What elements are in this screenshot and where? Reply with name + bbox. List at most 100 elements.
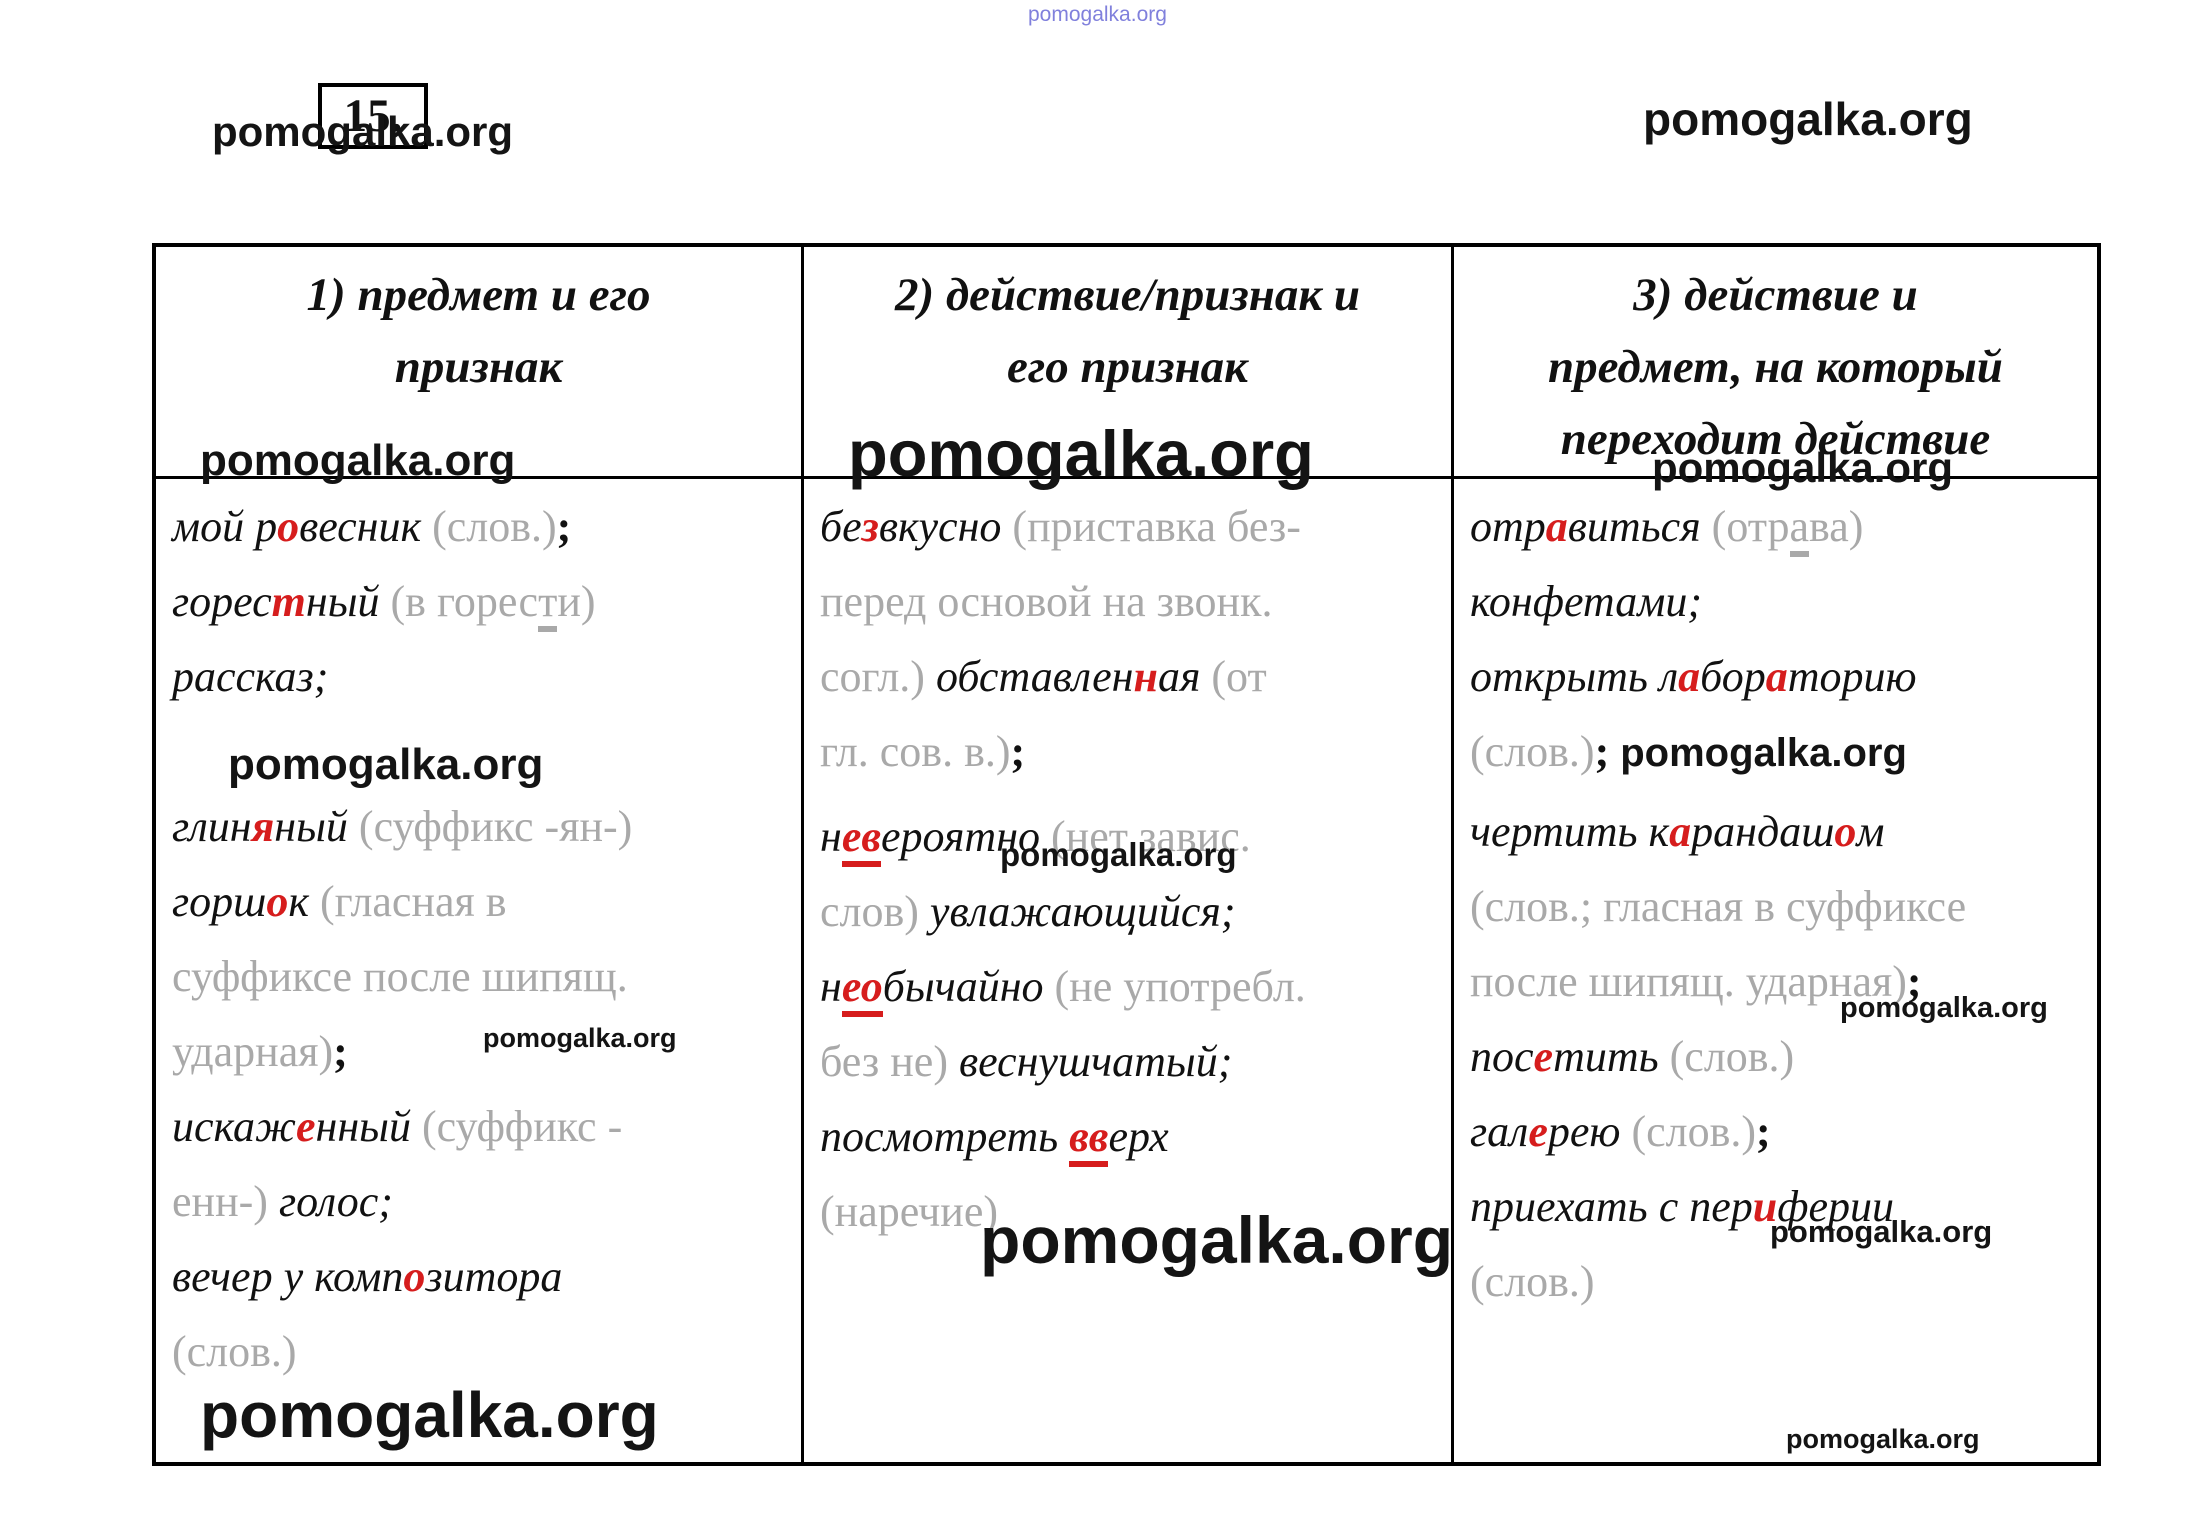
watermark: pomogalka.org xyxy=(228,740,544,789)
text-segment: ; xyxy=(556,502,572,551)
body-cell-1: мой ровесник (слов.); горестный (в горест… xyxy=(156,479,804,1462)
text-segment: ударная) xyxy=(172,1027,334,1076)
cell-line: (слов.); pomogalka.org xyxy=(1470,714,2097,789)
text-segment: (суффикс -ян-) xyxy=(358,802,633,851)
cell-line: согл.) обставленная (от xyxy=(820,639,1451,714)
cell-line: после шипящ. ударная); xyxy=(1470,944,2097,1019)
cell-line: гл. сов. в.); xyxy=(820,714,1451,789)
text-segment: гал xyxy=(1470,1107,1529,1156)
text-segment: (приставка без- xyxy=(1012,502,1301,551)
text-segment: (слов.) xyxy=(1669,1032,1795,1081)
watermark: pomogalka.org xyxy=(1652,444,1954,491)
text-segment: е xyxy=(295,1102,316,1151)
text-segment: рею xyxy=(1547,1107,1632,1156)
cell-line: посетить (слов.) xyxy=(1470,1019,2097,1094)
watermark: pomogalka.org xyxy=(200,1379,659,1451)
cell-line: (слов.; гласная в суффиксе xyxy=(1470,869,2097,944)
text-segment: ферии xyxy=(1777,1182,1895,1231)
body-cell-2: безвкусно (приставка без-перед основой н… xyxy=(804,479,1454,1462)
header-cell-3: 3) действие и предмет, на который переходи… xyxy=(1454,247,2097,479)
header-line: его признак xyxy=(1007,341,1248,393)
text-segment: (слов.) xyxy=(1631,1107,1757,1156)
text-segment: пос xyxy=(1470,1032,1534,1081)
text-segment: о xyxy=(403,1252,426,1301)
cell-line: невероятно (нет завис. xyxy=(820,799,1451,874)
cell-line: (слов.) xyxy=(1470,1244,2097,1319)
cell-line: открыть лабораторию xyxy=(1470,639,2097,714)
text-segment: отр xyxy=(1470,502,1546,551)
text-segment: е xyxy=(1528,1107,1548,1156)
text-segment: а xyxy=(1669,807,1692,856)
text-segment: т xyxy=(538,577,558,632)
text-segment: к xyxy=(288,877,320,926)
text-segment: глин xyxy=(172,802,252,851)
text-segment: гл. сов. в.) xyxy=(820,727,1011,776)
text-segment: рассказ; xyxy=(172,652,329,701)
text-segment: е xyxy=(1533,1032,1554,1081)
text-segment: бе xyxy=(820,502,862,551)
text-segment: а xyxy=(1545,502,1568,551)
cell-line: енн-) голос; xyxy=(172,1164,801,1239)
exercise-number-box: 15. xyxy=(318,83,428,149)
text-segment: нный xyxy=(315,1102,422,1151)
body-cell-3: отравиться (отрава) конфетами; открыть лаб… xyxy=(1454,479,2097,1462)
text-segment: горес xyxy=(172,577,272,626)
text-segment: (нет завис. xyxy=(1051,812,1251,861)
text-segment: (слов.) xyxy=(1470,1257,1595,1306)
text-segment: рандаш xyxy=(1691,807,1835,856)
cell-line: суффиксе после шипящ. xyxy=(172,939,801,1014)
cell-line: конфетами; xyxy=(1470,564,2097,639)
header-cell-1: 1) предмет и его признак xyxy=(156,247,804,479)
text-segment: (слов.; гласная в суффиксе xyxy=(1470,882,1967,931)
header-line: переходит действие xyxy=(1560,413,1991,465)
cell-line: искаженный (суффикс - xyxy=(172,1089,801,1164)
text-segment: т xyxy=(271,577,306,626)
text-segment: вечер у комп xyxy=(172,1252,404,1301)
text-segment: а xyxy=(1678,652,1701,701)
cell-line: глиняный (суффикс -ян-) xyxy=(172,789,801,864)
text-segment: конфетами; xyxy=(1470,577,1702,626)
watermark: pomogalka.org xyxy=(483,1023,677,1053)
watermark: pomogalka.org xyxy=(1000,836,1237,873)
cell-line: приехать с периферии xyxy=(1470,1169,2097,1244)
cell-line: (наречие) xyxy=(820,1174,1451,1249)
text-segment: ев xyxy=(841,812,882,867)
watermark: pomogalka.org xyxy=(1770,1214,1993,1249)
text-segment: торию xyxy=(1787,652,1917,701)
cell-line: горестный (в горести) xyxy=(172,564,801,639)
header-line: 1) предмет и его xyxy=(306,269,651,321)
text-segment: а xyxy=(1765,652,1788,701)
text-segment: я xyxy=(251,802,275,851)
cell-line: (слов.) xyxy=(172,1314,801,1389)
cell-line: перед основой на звонк. xyxy=(820,564,1451,639)
text-segment: (отр xyxy=(1711,502,1790,551)
watermark: pomogalka.org xyxy=(212,108,514,155)
watermark: pomogalka.org xyxy=(980,1203,1454,1277)
text-segment: (наречие) xyxy=(820,1187,999,1236)
text-segment: (слов.) xyxy=(172,1327,297,1376)
text-segment: тить xyxy=(1553,1032,1670,1081)
header-cell-2: 2) действие/признак и его признак xyxy=(804,247,1454,479)
text-segment: после шипящ. ударная) xyxy=(1470,957,1907,1006)
text-segment: ; xyxy=(1756,1107,1771,1156)
text-segment: ео xyxy=(841,962,883,1017)
text-segment: м xyxy=(1856,807,1885,856)
text-segment: а xyxy=(1789,502,1810,557)
cell-line: отравиться (отрава) xyxy=(1470,489,2097,564)
text-segment: (не употребл. xyxy=(1054,962,1306,1011)
text-segment: ероятно xyxy=(881,812,1052,861)
watermark: pomogalka.org xyxy=(1840,992,2048,1024)
header-line: признак xyxy=(394,341,563,393)
cell-line: рассказ; xyxy=(172,639,801,714)
header-line: 3) действие и xyxy=(1633,269,1918,321)
cell-line: безвкусно (приставка без- xyxy=(820,489,1451,564)
cell-line: слов) увлажающийся; xyxy=(820,874,1451,949)
cell-line: необычайно (не употребл. xyxy=(820,949,1451,1024)
text-segment: виться xyxy=(1567,502,1712,551)
text-segment: вв xyxy=(1069,1112,1109,1167)
text-segment: (суффикс - xyxy=(421,1102,623,1151)
text-segment: открыть л xyxy=(1470,652,1679,701)
header-line: предмет, на который xyxy=(1548,341,2003,393)
text-segment: ва) xyxy=(1809,502,1864,551)
